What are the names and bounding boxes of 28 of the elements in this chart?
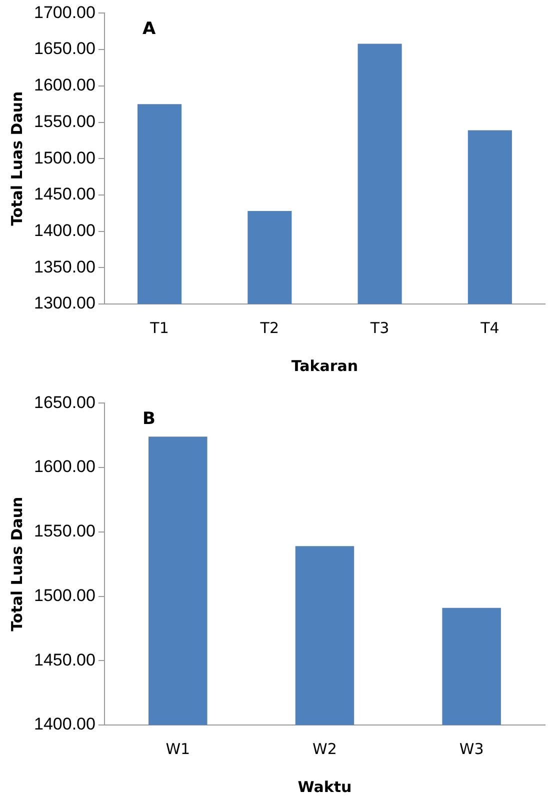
x-axis-title: Takaran — [291, 356, 358, 375]
y-tick-label: 1350.00 — [34, 257, 96, 276]
x-tick-label: T1 — [149, 318, 169, 337]
annotation: A — [142, 19, 156, 40]
x-tick-label: T4 — [480, 318, 500, 337]
y-tick-label: 1500.00 — [34, 586, 96, 605]
y-tick-label: 1650.00 — [34, 392, 96, 412]
y-tick-label: 1650.00 — [34, 39, 96, 58]
y-tick-label: 1550.00 — [34, 522, 96, 541]
x-tick-label: W1 — [166, 740, 190, 758]
annotation: B — [142, 409, 156, 430]
y-tick-label: 1500.00 — [34, 148, 96, 168]
x-axis-title: Waktu — [298, 778, 352, 796]
y-tick-label: 1600.00 — [34, 76, 96, 95]
y-tick-label: 1550.00 — [34, 112, 96, 131]
y-axis-title: Total Luas Daun — [8, 91, 26, 226]
y-tick-label: 1450.00 — [34, 650, 96, 670]
y-axis-title: Total Luas Daun — [8, 496, 26, 632]
x-tick-label: T3 — [369, 318, 390, 337]
y-tick-label: 1450.00 — [34, 184, 96, 204]
x-tick-label: W3 — [459, 740, 484, 758]
x-tick-label: W2 — [312, 740, 337, 758]
x-tick-label: T2 — [259, 318, 280, 337]
y-tick-label: 1600.00 — [34, 457, 96, 476]
y-tick-label: 1700.00 — [34, 2, 96, 22]
y-tick-label: 1400.00 — [34, 714, 96, 734]
y-tick-label: 1400.00 — [34, 220, 96, 240]
y-tick-label: 1300.00 — [34, 294, 96, 313]
